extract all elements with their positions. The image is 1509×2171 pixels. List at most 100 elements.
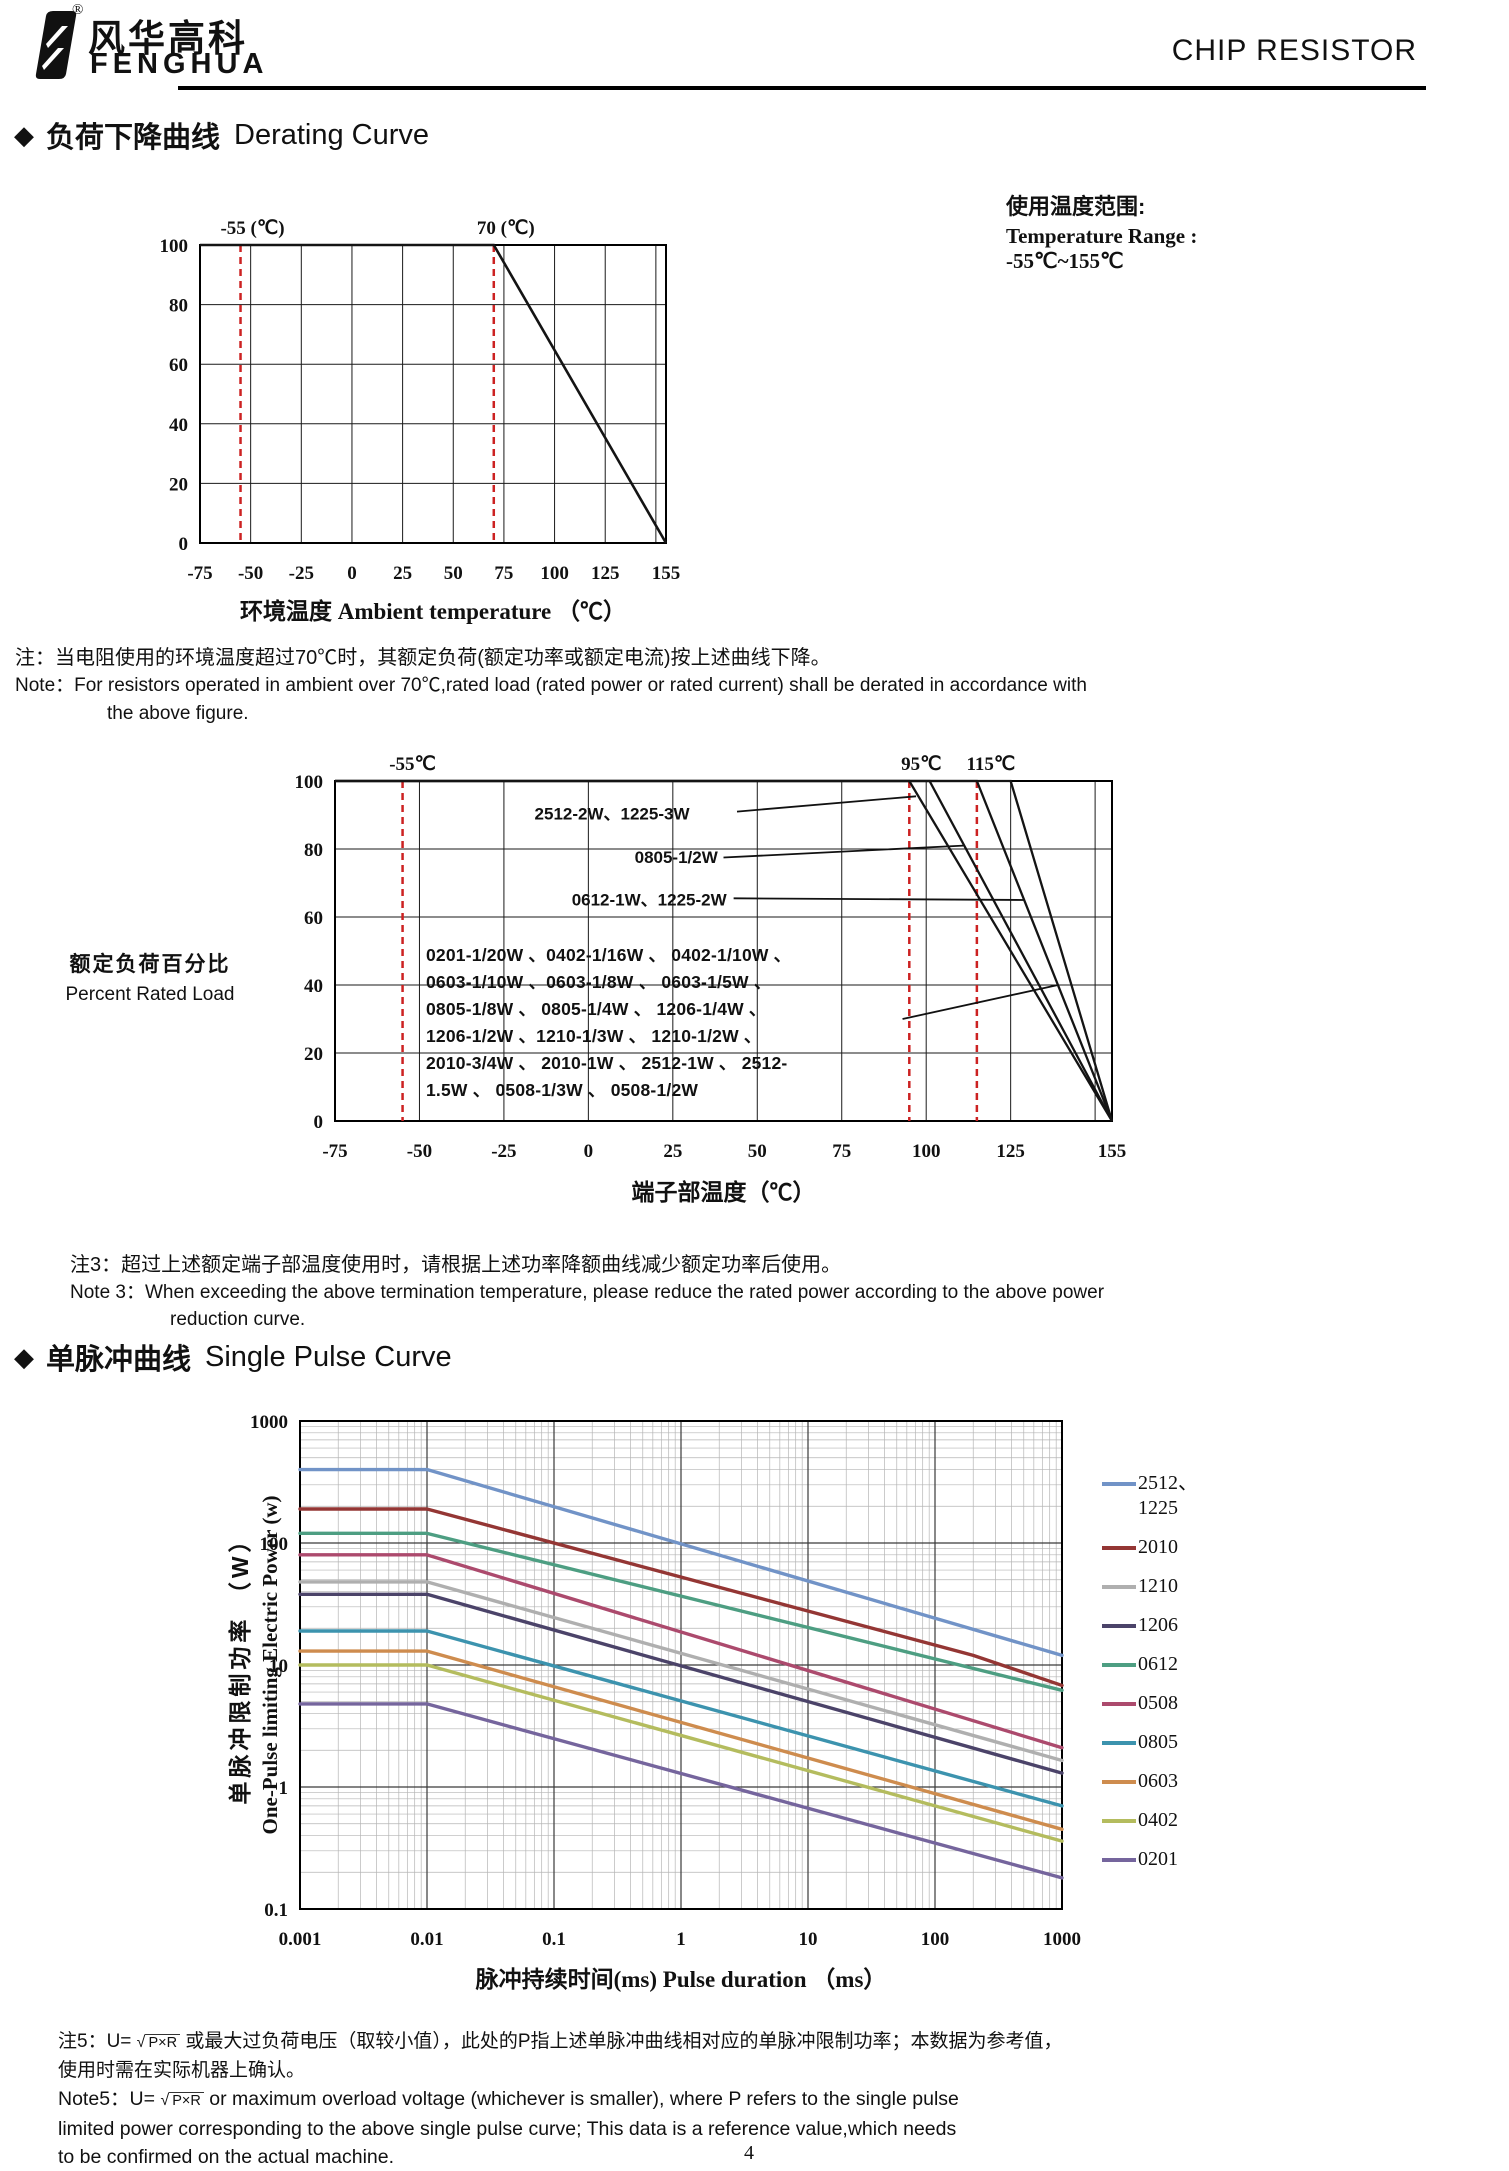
- temp-range-zh: 使用温度范围:: [1006, 194, 1146, 219]
- svg-text:1: 1: [676, 1929, 686, 1950]
- ambient-derating-plot: -55 (℃) 70 (℃) 0 20 40 60 80 100 -75 -50 -25 0 25 50 7…: [160, 218, 681, 624]
- size-group-label-block: 0201-1/20W 、0402-1/16W 、 0402-1/10W 、 06…: [426, 942, 791, 1104]
- pulse-note-zh1: 注5：U= √ P×R 或最大过负荷电压（取较小值），此处的P指上述单脉冲曲线相对…: [58, 2028, 1063, 2057]
- single-pulse-note: 注5：U= √ P×R 或最大过负荷电压（取较小值），此处的P指上述单脉冲曲线相对…: [58, 2028, 1063, 2171]
- legend-swatch: [1102, 1857, 1136, 1862]
- svg-text:0: 0: [584, 1141, 594, 1162]
- legend-swatch: [1102, 1545, 1136, 1550]
- svg-text:155: 155: [652, 563, 681, 584]
- svg-text:环境温度 Ambient temperature （℃）: 环境温度 Ambient temperature （℃）: [240, 598, 626, 624]
- svg-text:125: 125: [996, 1141, 1024, 1162]
- svg-text:-25: -25: [491, 1141, 516, 1162]
- ambient-derating-chart: -55 (℃) 70 (℃) 0 20 40 60 80 100 -75 -50 -25 0 25 50 7…: [150, 145, 730, 625]
- diamond-bullet-icon: ◆: [14, 1341, 34, 1372]
- pulse-note-rest: 或最大过负荷电压（取较小值），此处的P指上述单脉冲曲线相对应的单脉冲限制功率；本…: [185, 2031, 1063, 2052]
- legend-item: 0402: [1102, 1808, 1198, 1833]
- registered-trademark: ®: [72, 2, 84, 18]
- section-title-derating: ◆ 负荷下降曲线 Derating Curve: [14, 114, 429, 156]
- legend-item: 0805: [1102, 1730, 1198, 1755]
- sqrt-expression: √ P×R: [160, 2088, 204, 2110]
- svg-text:70 (℃): 70 (℃): [477, 218, 535, 239]
- sqrt-sign: √: [136, 2034, 146, 2051]
- section-title-en: Single Pulse Curve: [205, 1340, 452, 1373]
- terminal-ylabel-en: Percent Rated Load: [65, 984, 235, 1005]
- svg-text:50: 50: [748, 1141, 767, 1162]
- svg-text:20: 20: [304, 1044, 323, 1065]
- svg-text:20: 20: [169, 474, 188, 495]
- legend-item: 2010: [1102, 1535, 1198, 1560]
- svg-text:-50: -50: [238, 563, 263, 584]
- legend-swatch: [1102, 1584, 1136, 1589]
- svg-text:40: 40: [169, 415, 188, 436]
- svg-text:40: 40: [304, 976, 323, 997]
- sqrt-expression: √ P×R: [136, 2031, 181, 2052]
- legend-label: 1206: [1138, 1614, 1178, 1636]
- svg-text:80: 80: [169, 296, 188, 317]
- legend-swatch: [1102, 1623, 1136, 1628]
- svg-text:1000: 1000: [250, 1412, 288, 1433]
- temp-range-en: Temperature Range :: [1006, 224, 1198, 248]
- svg-text:155: 155: [1098, 1141, 1127, 1162]
- svg-text:-50: -50: [407, 1141, 432, 1162]
- termination-note-en1: Note 3：When exceeding the above terminat…: [70, 1282, 1105, 1303]
- svg-text:0.1: 0.1: [264, 1900, 288, 1921]
- legend-item: 1206: [1102, 1613, 1198, 1638]
- legend-label: 0612: [1138, 1653, 1178, 1675]
- termination-note-zh: 注3：超过上述额定端子部温度使用时，请根据上述功率降额曲线减少额定功率后使用。: [70, 1254, 842, 1276]
- sqrt-sign: √: [160, 2092, 170, 2109]
- svg-text:10: 10: [269, 1656, 288, 1677]
- pulse-note-en2: limited power corresponding to the above…: [58, 2118, 957, 2140]
- legend-label: 0603: [1138, 1770, 1178, 1792]
- legend-label: 0805: [1138, 1731, 1178, 1753]
- legend-item: 0612: [1102, 1652, 1198, 1677]
- termination-note-en2: reduction curve.: [170, 1309, 306, 1330]
- svg-text:-75: -75: [187, 563, 212, 584]
- size-group-line: 1206-1/2W 、1210-1/3W 、 1210-1/2W 、: [426, 1026, 762, 1046]
- termination-note: 注3：超过上述额定端子部温度使用时，请根据上述功率降额曲线减少额定功率后使用。 …: [70, 1252, 1104, 1333]
- temp-range-value: -55℃~155℃: [1006, 249, 1124, 273]
- pulse-note-en1: Note5：U= √ P×R or maximum overload voltag…: [58, 2085, 1063, 2115]
- size-group-line: 2010-3/4W 、 2010-1W 、 2512-1W 、 2512-: [426, 1053, 788, 1073]
- size-group-line: 1.5W 、 0508-1/3W 、 0508-1/2W: [426, 1080, 699, 1100]
- pulse-note-en3: to be confirmed on the actual machine.: [58, 2146, 395, 2168]
- header-divider: [178, 86, 1426, 90]
- svg-text:100: 100: [912, 1141, 941, 1162]
- legend-item: 0508: [1102, 1691, 1198, 1716]
- legend-swatch: [1102, 1701, 1136, 1706]
- svg-text:1000: 1000: [1043, 1929, 1081, 1950]
- svg-text:25: 25: [393, 563, 412, 584]
- chart-annotation-2512-2w: 2512-2W、1225-3W: [534, 804, 690, 824]
- section-title-single-pulse: ◆ 单脉冲曲线 Single Pulse Curve: [14, 1336, 452, 1378]
- chart-annotation-0612-1w: 0612-1W、1225-2W: [571, 890, 727, 910]
- svg-text:100: 100: [921, 1929, 950, 1950]
- svg-text:80: 80: [304, 840, 323, 861]
- brand-name-zh: 风华高科: [88, 18, 248, 59]
- legend-item: 0603: [1102, 1769, 1198, 1794]
- sqrt-radicand: P×R: [145, 2034, 181, 2051]
- svg-text:0: 0: [179, 534, 189, 555]
- legend-item: 1210: [1102, 1574, 1198, 1599]
- svg-text:脉冲持续时间(ms) Pulse duration （ms）: 脉冲持续时间(ms) Pulse duration （ms）: [475, 1966, 887, 1992]
- svg-text:100: 100: [295, 772, 324, 793]
- svg-text:0: 0: [347, 563, 357, 584]
- single-pulse-chart: 单脉冲限制功率 （W） One-Pulse limiting Electric …: [200, 1393, 1500, 2018]
- size-group-line: 0201-1/20W 、0402-1/16W 、 0402-1/10W 、: [426, 945, 792, 965]
- legend-item: 0201: [1102, 1847, 1198, 1872]
- diamond-bullet-icon: ◆: [14, 119, 34, 150]
- chart-annotation-0805-halfw: 0805-1/2W: [634, 847, 718, 867]
- pulse-note-prefix: 注5：U=: [58, 2031, 132, 2052]
- svg-text:0.01: 0.01: [410, 1929, 443, 1950]
- brand-name-en: FENGHUA: [90, 48, 269, 80]
- fenghua-logo-icon: [28, 8, 80, 87]
- legend-label: 0201: [1138, 1848, 1178, 1870]
- svg-text:-25: -25: [289, 563, 314, 584]
- legend-label: 0508: [1138, 1692, 1178, 1714]
- derating-note-en1: Note：For resistors operated in ambient o…: [15, 675, 1087, 696]
- legend-label: 1225: [1138, 1497, 1178, 1519]
- legend-label: 1210: [1138, 1575, 1178, 1597]
- section-title-en: Derating Curve: [234, 118, 430, 151]
- terminal-chart-ylabel: 额定负荷百分比 Percent Rated Load: [40, 948, 260, 1006]
- svg-text:95℃: 95℃: [901, 754, 941, 775]
- svg-text:50: 50: [444, 563, 463, 584]
